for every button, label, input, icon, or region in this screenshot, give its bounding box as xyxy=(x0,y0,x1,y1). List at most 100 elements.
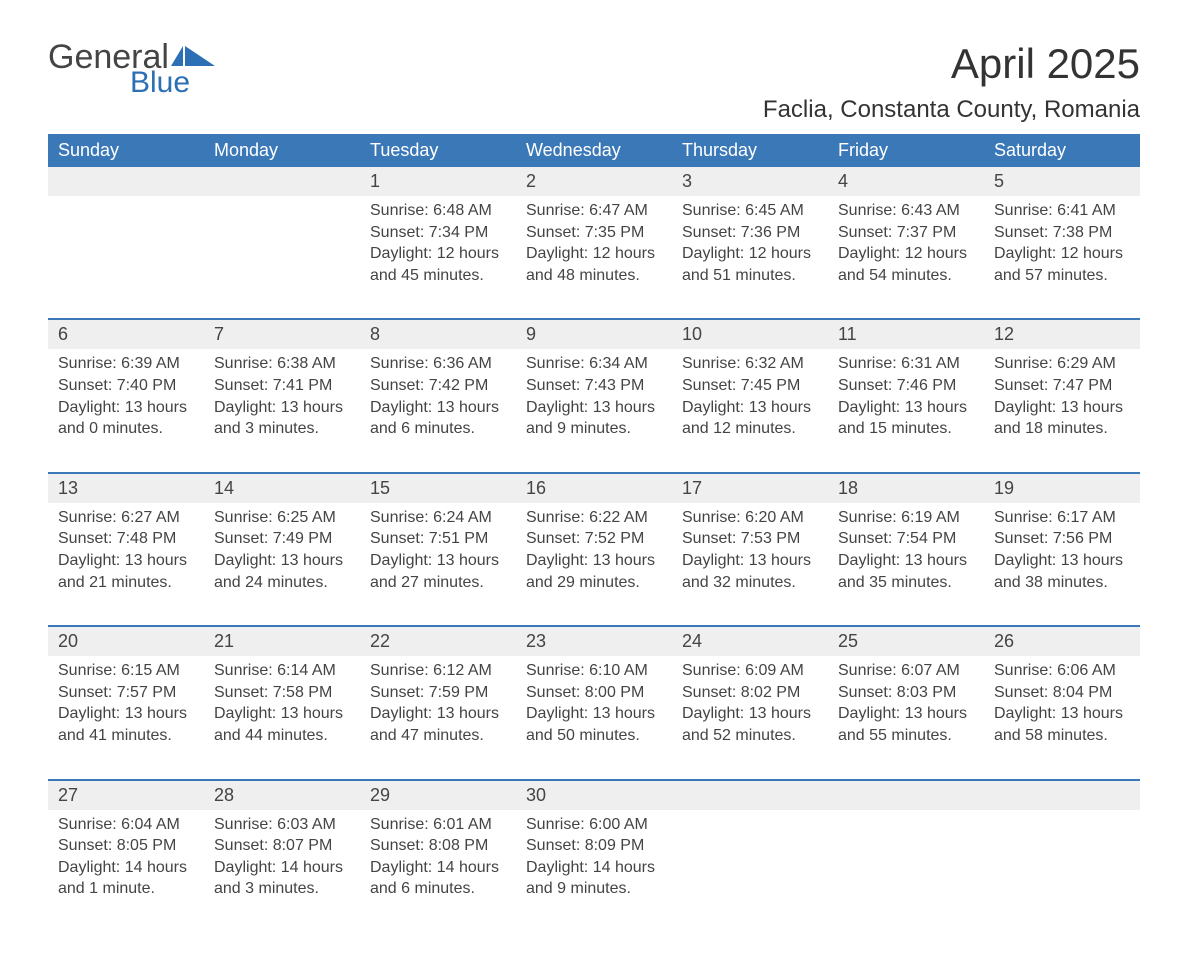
sunrise-text: Sunrise: 6:27 AM xyxy=(58,507,194,529)
day-number-cell: 3 xyxy=(672,167,828,196)
daylight-line1: Daylight: 12 hours xyxy=(526,243,662,265)
day-number-cell xyxy=(204,167,360,196)
daylight-line2: and 50 minutes. xyxy=(526,725,662,747)
sunrise-text: Sunrise: 6:25 AM xyxy=(214,507,350,529)
sunset-text: Sunset: 8:05 PM xyxy=(58,835,194,857)
daylight-line2: and 3 minutes. xyxy=(214,878,350,900)
day-content-cell: Sunrise: 6:36 AMSunset: 7:42 PMDaylight:… xyxy=(360,349,516,472)
day-content-cell: Sunrise: 6:27 AMSunset: 7:48 PMDaylight:… xyxy=(48,503,204,626)
daylight-line1: Daylight: 13 hours xyxy=(58,703,194,725)
daylight-line1: Daylight: 13 hours xyxy=(370,397,506,419)
day-number-cell xyxy=(984,780,1140,810)
sunrise-text: Sunrise: 6:31 AM xyxy=(838,353,974,375)
sunrise-text: Sunrise: 6:09 AM xyxy=(682,660,818,682)
daylight-line1: Daylight: 13 hours xyxy=(682,550,818,572)
day-content-cell xyxy=(984,810,1140,932)
day-number-cell: 1 xyxy=(360,167,516,196)
daylight-line2: and 32 minutes. xyxy=(682,572,818,594)
day-content-cell: Sunrise: 6:29 AMSunset: 7:47 PMDaylight:… xyxy=(984,349,1140,472)
daylight-line1: Daylight: 13 hours xyxy=(58,397,194,419)
daylight-line2: and 3 minutes. xyxy=(214,418,350,440)
sunrise-text: Sunrise: 6:45 AM xyxy=(682,200,818,222)
day-number-cell: 2 xyxy=(516,167,672,196)
day-content-row: Sunrise: 6:04 AMSunset: 8:05 PM Daylight:… xyxy=(48,810,1140,932)
month-title: April 2025 xyxy=(763,40,1140,88)
day-number-cell: 22 xyxy=(360,626,516,656)
day-number-cell: 21 xyxy=(204,626,360,656)
day-content-cell: Sunrise: 6:24 AMSunset: 7:51 PMDaylight:… xyxy=(360,503,516,626)
sunset-text: Sunset: 8:08 PM xyxy=(370,835,506,857)
location-label: Faclia, Constanta County, Romania xyxy=(763,96,1140,124)
day-content-cell: Sunrise: 6:39 AMSunset: 7:40 PMDaylight:… xyxy=(48,349,204,472)
day-content-cell: Sunrise: 6:45 AMSunset: 7:36 PMDaylight:… xyxy=(672,196,828,319)
daylight-line2: and 0 minutes. xyxy=(58,418,194,440)
day-number-cell: 27 xyxy=(48,780,204,810)
day-number-cell: 15 xyxy=(360,473,516,503)
daylight-line1: Daylight: 13 hours xyxy=(994,397,1130,419)
day-content-cell xyxy=(672,810,828,932)
day-content-cell: Sunrise: 6:03 AMSunset: 8:07 PMDaylight:… xyxy=(204,810,360,932)
day-content-cell: Sunrise: 6:48 AMSunset: 7:34 PMDaylight:… xyxy=(360,196,516,319)
sunrise-text: Sunrise: 6:32 AM xyxy=(682,353,818,375)
sunrise-text: Sunrise: 6:19 AM xyxy=(838,507,974,529)
daylight-line2: and 57 minutes. xyxy=(994,265,1130,287)
daylight-line1: Daylight: 13 hours xyxy=(994,550,1130,572)
daylight-line1: Daylight: 14 hours xyxy=(370,857,506,879)
day-content-cell: Sunrise: 6:43 AMSunset: 7:37 PMDaylight:… xyxy=(828,196,984,319)
daylight-line2: and 6 minutes. xyxy=(370,878,506,900)
daylight-line2: and 9 minutes. xyxy=(526,878,662,900)
day-content-cell: Sunrise: 6:20 AMSunset: 7:53 PMDaylight:… xyxy=(672,503,828,626)
daylight-line2: and 15 minutes. xyxy=(838,418,974,440)
daylight-line1: Daylight: 13 hours xyxy=(526,397,662,419)
sunrise-text: Sunrise: 6:04 AM xyxy=(58,814,194,836)
day-content-cell: Sunrise: 6:34 AMSunset: 7:43 PMDaylight:… xyxy=(516,349,672,472)
daylight-line2: and 51 minutes. xyxy=(682,265,818,287)
day-content-cell: Sunrise: 6:38 AMSunset: 7:41 PMDaylight:… xyxy=(204,349,360,472)
daylight-line2: and 44 minutes. xyxy=(214,725,350,747)
day-content-cell: Sunrise: 6:14 AMSunset: 7:58 PMDaylight:… xyxy=(204,656,360,779)
sunrise-text: Sunrise: 6:12 AM xyxy=(370,660,506,682)
sunrise-text: Sunrise: 6:48 AM xyxy=(370,200,506,222)
daylight-line2: and 24 minutes. xyxy=(214,572,350,594)
daylight-line1: Daylight: 13 hours xyxy=(526,703,662,725)
day-content-row: Sunrise: 6:39 AMSunset: 7:40 PMDaylight:… xyxy=(48,349,1140,472)
daylight-line1: Daylight: 13 hours xyxy=(838,703,974,725)
day-content-cell: Sunrise: 6:22 AMSunset: 7:52 PMDaylight:… xyxy=(516,503,672,626)
sunset-text: Sunset: 7:49 PM xyxy=(214,528,350,550)
day-number-cell: 30 xyxy=(516,780,672,810)
day-number-row: 6789101112 xyxy=(48,319,1140,349)
day-content-cell xyxy=(828,810,984,932)
sunset-text: Sunset: 7:59 PM xyxy=(370,682,506,704)
daylight-line1: Daylight: 13 hours xyxy=(682,703,818,725)
daylight-line1: Daylight: 12 hours xyxy=(838,243,974,265)
sunrise-text: Sunrise: 6:15 AM xyxy=(58,660,194,682)
sunrise-text: Sunrise: 6:38 AM xyxy=(214,353,350,375)
day-number-row: 27282930 xyxy=(48,780,1140,810)
daylight-line1: Daylight: 13 hours xyxy=(370,703,506,725)
daylight-line1: Daylight: 13 hours xyxy=(214,397,350,419)
day-number-cell: 12 xyxy=(984,319,1140,349)
day-content-cell: Sunrise: 6:17 AMSunset: 7:56 PMDaylight:… xyxy=(984,503,1140,626)
daylight-line2: and 54 minutes. xyxy=(838,265,974,287)
sunset-text: Sunset: 7:47 PM xyxy=(994,375,1130,397)
day-content-row: Sunrise: 6:48 AMSunset: 7:34 PMDaylight:… xyxy=(48,196,1140,319)
sunset-text: Sunset: 7:46 PM xyxy=(838,375,974,397)
day-number-cell: 24 xyxy=(672,626,828,656)
sunrise-text: Sunrise: 6:07 AM xyxy=(838,660,974,682)
sunset-text: Sunset: 8:04 PM xyxy=(994,682,1130,704)
day-header: Thursday xyxy=(672,134,828,167)
daylight-line2: and 12 minutes. xyxy=(682,418,818,440)
daylight-line1: Daylight: 13 hours xyxy=(370,550,506,572)
sunrise-text: Sunrise: 6:47 AM xyxy=(526,200,662,222)
sunrise-text: Sunrise: 6:41 AM xyxy=(994,200,1130,222)
sunset-text: Sunset: 7:56 PM xyxy=(994,528,1130,550)
day-number-cell: 13 xyxy=(48,473,204,503)
day-header: Saturday xyxy=(984,134,1140,167)
day-number-cell: 16 xyxy=(516,473,672,503)
day-content-cell: Sunrise: 6:10 AMSunset: 8:00 PMDaylight:… xyxy=(516,656,672,779)
daylight-line2: and 45 minutes. xyxy=(370,265,506,287)
daylight-line2: and 27 minutes. xyxy=(370,572,506,594)
day-content-cell: Sunrise: 6:47 AMSunset: 7:35 PMDaylight:… xyxy=(516,196,672,319)
sunset-text: Sunset: 7:37 PM xyxy=(838,222,974,244)
day-number-cell: 7 xyxy=(204,319,360,349)
